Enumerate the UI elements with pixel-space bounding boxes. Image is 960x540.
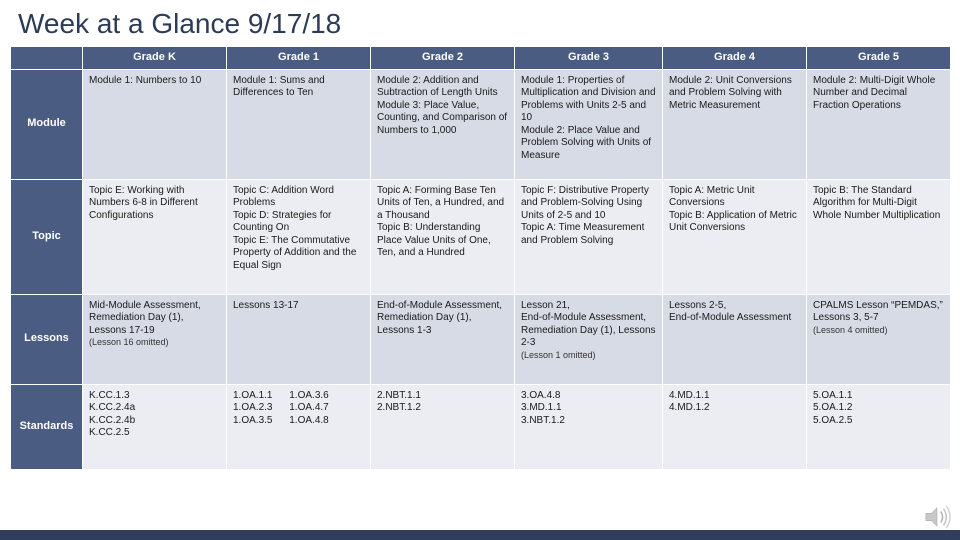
cell: 4.MD.1.14.MD.1.2 — [663, 384, 807, 469]
cell: Lessons 13-17 — [227, 294, 371, 384]
col-header: Grade 2 — [371, 47, 515, 70]
standards-col: 1.OA.3.61.OA.4.71.OA.4.8 — [289, 390, 328, 428]
col-header: Grade 5 — [807, 47, 951, 70]
lessons-main: Mid-Module Assessment, Remediation Day (… — [89, 300, 201, 336]
cell: Lessons 2-5,End-of-Module Assessment — [663, 294, 807, 384]
row-header-lessons: Lessons — [11, 294, 83, 384]
cell: Module 2: Multi-Digit Whole Number and D… — [807, 69, 951, 179]
lessons-note: (Lesson 4 omitted) — [813, 325, 888, 335]
cell: 1.OA.1.11.OA.2.31.OA.3.5 1.OA.3.61.OA.4.… — [227, 384, 371, 469]
cell: Topic E: Working with Numbers 6-8 in Dif… — [83, 179, 227, 294]
corner-cell — [11, 47, 83, 70]
lessons-main: Lessons 2-5,End-of-Module Assessment — [669, 300, 791, 324]
lessons-note: (Lesson 1 omitted) — [521, 350, 596, 360]
cell: 2.NBT.1.12.NBT.1.2 — [371, 384, 515, 469]
cell: Lesson 21,End-of-Module Assessment, Reme… — [515, 294, 663, 384]
row-module: Module Module 1: Numbers to 10 Module 1:… — [11, 69, 951, 179]
row-header-module: Module — [11, 69, 83, 179]
lessons-main: Lesson 21,End-of-Module Assessment, Reme… — [521, 300, 656, 349]
week-glance-table: Grade K Grade 1 Grade 2 Grade 3 Grade 4 … — [10, 46, 951, 470]
cell: Topic A: Metric Unit ConversionsTopic B:… — [663, 179, 807, 294]
standards-col: 5.OA.1.15.OA.1.25.OA.2.5 — [813, 390, 852, 428]
cell: CPALMS Lesson “PEMDAS,”Lessons 3, 5-7 (L… — [807, 294, 951, 384]
footer-bar — [0, 530, 960, 540]
col-header: Grade 4 — [663, 47, 807, 70]
standards-col: K.CC.1.3K.CC.2.4aK.CC.2.4bK.CC.2.5 — [89, 390, 135, 440]
col-header: Grade 3 — [515, 47, 663, 70]
lessons-note: (Lesson 16 omitted) — [89, 337, 169, 347]
row-lessons: Lessons Mid-Module Assessment, Remediati… — [11, 294, 951, 384]
cell: Topic A: Forming Base Ten Units of Ten, … — [371, 179, 515, 294]
cell: K.CC.1.3K.CC.2.4aK.CC.2.4bK.CC.2.5 — [83, 384, 227, 469]
cell: Module 1: Properties of Multiplication a… — [515, 69, 663, 179]
cell: Module 1: Numbers to 10 — [83, 69, 227, 179]
row-header-standards: Standards — [11, 384, 83, 469]
standards-col: 3.OA.4.83.MD.1.13.NBT.1.2 — [521, 390, 565, 428]
cell: 5.OA.1.15.OA.1.25.OA.2.5 — [807, 384, 951, 469]
cell: End-of-Module Assessment, Remediation Da… — [371, 294, 515, 384]
standards-col: 2.NBT.1.12.NBT.1.2 — [377, 390, 421, 415]
cell: Topic B: The Standard Algorithm for Mult… — [807, 179, 951, 294]
cell: Topic F: Distributive Property and Probl… — [515, 179, 663, 294]
audio-icon — [922, 504, 952, 530]
cell: Module 2: Unit Conversions and Problem S… — [663, 69, 807, 179]
row-standards: Standards K.CC.1.3K.CC.2.4aK.CC.2.4bK.CC… — [11, 384, 951, 469]
cell: Module 2: Addition and Subtraction of Le… — [371, 69, 515, 179]
header-row: Grade K Grade 1 Grade 2 Grade 3 Grade 4 … — [11, 47, 951, 70]
cell: Module 1: Sums and Differences to Ten — [227, 69, 371, 179]
row-header-topic: Topic — [11, 179, 83, 294]
lessons-main: End-of-Module Assessment, Remediation Da… — [377, 300, 502, 336]
cell: Mid-Module Assessment, Remediation Day (… — [83, 294, 227, 384]
standards-col: 4.MD.1.14.MD.1.2 — [669, 390, 710, 415]
standards-col: 1.OA.1.11.OA.2.31.OA.3.5 — [233, 390, 272, 428]
row-topic: Topic Topic E: Working with Numbers 6-8 … — [11, 179, 951, 294]
col-header: Grade K — [83, 47, 227, 70]
cell: 3.OA.4.83.MD.1.13.NBT.1.2 — [515, 384, 663, 469]
col-header: Grade 1 — [227, 47, 371, 70]
page-title: Week at a Glance 9/17/18 — [0, 0, 960, 46]
lessons-main: Lessons 13-17 — [233, 300, 299, 311]
cell: Topic C: Addition Word ProblemsTopic D: … — [227, 179, 371, 294]
lessons-main: CPALMS Lesson “PEMDAS,”Lessons 3, 5-7 — [813, 300, 943, 324]
